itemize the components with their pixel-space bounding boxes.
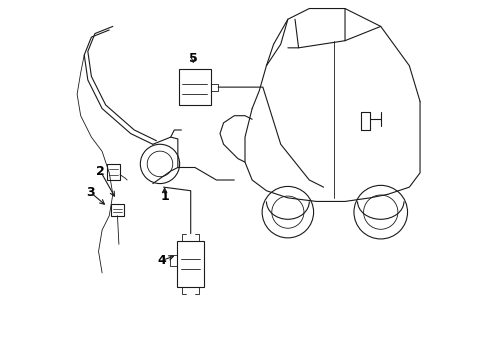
Text: 4: 4 xyxy=(158,254,167,267)
Text: 5: 5 xyxy=(189,52,197,65)
Bar xyxy=(107,164,120,180)
Text: 2: 2 xyxy=(96,165,105,177)
Bar xyxy=(179,69,211,105)
Text: 3: 3 xyxy=(86,186,95,199)
Bar xyxy=(177,241,204,287)
Bar xyxy=(111,204,123,216)
Text: 1: 1 xyxy=(160,190,169,203)
